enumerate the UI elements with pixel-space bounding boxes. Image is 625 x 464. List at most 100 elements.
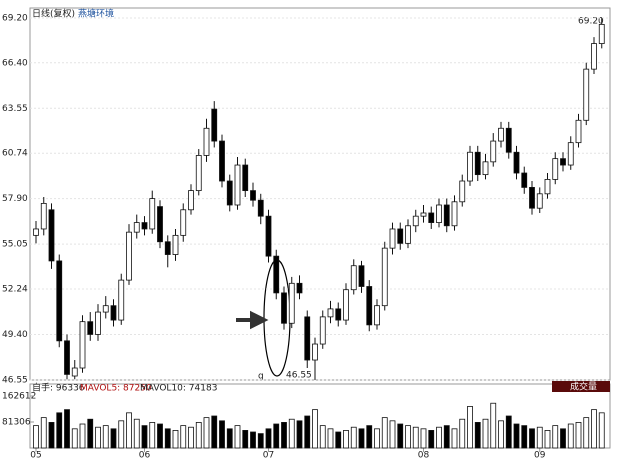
volume-tick-label: 162612 bbox=[2, 392, 36, 402]
candle-body bbox=[374, 305, 380, 326]
volume-bar bbox=[126, 412, 132, 449]
volume-bar bbox=[71, 428, 78, 449]
candle-body bbox=[443, 204, 450, 227]
volume-bar bbox=[40, 417, 47, 449]
candle-body bbox=[157, 206, 163, 243]
candle-body bbox=[505, 127, 512, 153]
candle-body bbox=[95, 311, 101, 335]
volume-bar bbox=[374, 428, 380, 449]
candle-body bbox=[56, 260, 63, 342]
candle-body bbox=[234, 164, 241, 206]
candle-body bbox=[71, 367, 78, 377]
volume-bar bbox=[250, 431, 256, 449]
candle-body bbox=[195, 155, 202, 192]
volume-header: 自手: 96336 bbox=[32, 382, 85, 394]
candle-body bbox=[544, 179, 551, 195]
volume-bar bbox=[110, 428, 117, 449]
volume-bar bbox=[164, 428, 171, 449]
candle-body bbox=[188, 190, 194, 211]
volume-bar bbox=[490, 402, 497, 449]
x-tick-label: 08 bbox=[418, 451, 430, 461]
candle-body bbox=[381, 247, 388, 307]
volume-bar bbox=[33, 425, 39, 449]
candle-body bbox=[312, 343, 318, 361]
volume-bar bbox=[343, 430, 349, 449]
candle-body bbox=[265, 215, 272, 257]
candle-body bbox=[180, 209, 187, 236]
marker-annotation: q bbox=[258, 372, 264, 382]
volume-bar bbox=[335, 431, 342, 449]
candle-body bbox=[296, 282, 303, 294]
candle-body bbox=[521, 172, 528, 188]
x-tick-label: 05 bbox=[30, 451, 41, 461]
volume-bar bbox=[505, 415, 512, 449]
candle-body bbox=[281, 292, 287, 324]
candle-body bbox=[250, 190, 256, 201]
volume-bar bbox=[79, 423, 86, 449]
volume-bar bbox=[87, 418, 94, 449]
candle-body bbox=[451, 201, 458, 227]
y-tick-label: 46.55 bbox=[2, 376, 28, 386]
volume-bar bbox=[529, 428, 535, 449]
volume-tick-label: 81306 bbox=[2, 418, 31, 428]
candle-body bbox=[149, 198, 156, 230]
candle-body bbox=[459, 180, 466, 203]
volume-bar bbox=[598, 412, 605, 449]
low-annotation: 46.55 bbox=[286, 371, 312, 381]
volume-button-label[interactable]: 成交量 bbox=[570, 381, 597, 393]
volume-bar bbox=[180, 425, 187, 449]
candle-body bbox=[420, 212, 427, 217]
y-tick-label: 69.20 bbox=[2, 14, 28, 24]
volume-bar bbox=[436, 426, 442, 449]
volume-bar bbox=[358, 428, 365, 449]
volume-bar bbox=[234, 425, 241, 449]
candle-body bbox=[87, 321, 94, 335]
volume-bar bbox=[265, 428, 272, 449]
candle-body bbox=[40, 202, 47, 230]
volume-bar bbox=[172, 430, 179, 449]
candle-body bbox=[48, 209, 55, 262]
high-annotation: 69.20 bbox=[578, 17, 604, 27]
volume-bar bbox=[203, 417, 210, 449]
volume-bar bbox=[389, 420, 396, 449]
chart-title: 日线(复权) bbox=[32, 8, 75, 20]
candle-body bbox=[335, 308, 342, 321]
candle-body bbox=[102, 305, 109, 313]
candle-body bbox=[304, 316, 311, 361]
candle-body bbox=[467, 151, 473, 182]
volume-button[interactable] bbox=[552, 381, 610, 392]
volume-bar bbox=[513, 423, 520, 449]
volume-bar bbox=[381, 417, 388, 449]
volume-bar bbox=[443, 425, 450, 449]
candle-body bbox=[591, 43, 597, 70]
volume-bar bbox=[226, 428, 233, 449]
candle-body bbox=[257, 199, 264, 217]
volume-bar bbox=[219, 420, 225, 449]
volume-bar bbox=[48, 422, 55, 449]
candle-body bbox=[33, 228, 39, 236]
volume-bar bbox=[304, 415, 311, 449]
volume-bar bbox=[296, 420, 303, 449]
candle-body bbox=[211, 108, 218, 142]
volume-bar bbox=[428, 430, 435, 449]
volume-bar bbox=[552, 425, 559, 449]
candle-body bbox=[513, 151, 520, 174]
volume-bar bbox=[536, 426, 543, 449]
candle-body bbox=[474, 151, 481, 176]
candle-body bbox=[126, 231, 132, 281]
volume-header: MAVOL5: 87250 bbox=[80, 384, 152, 394]
candle-body bbox=[164, 241, 171, 255]
candle-body bbox=[389, 228, 396, 249]
volume-bar bbox=[64, 409, 70, 449]
candle-body bbox=[436, 204, 442, 223]
volume-bar bbox=[133, 418, 140, 449]
candle-body bbox=[64, 340, 70, 375]
candle-body bbox=[552, 158, 559, 180]
stock-name: 燕塘环境 bbox=[78, 8, 114, 20]
candle-body bbox=[288, 282, 295, 324]
y-tick-label: 49.40 bbox=[2, 330, 28, 340]
candle-body bbox=[428, 212, 435, 223]
x-tick-label: 06 bbox=[139, 451, 151, 461]
